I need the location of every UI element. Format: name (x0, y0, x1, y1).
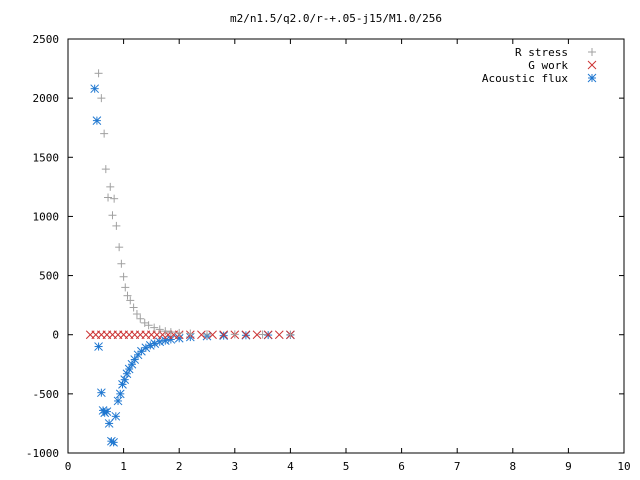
data-point (124, 364, 134, 374)
data-point (263, 330, 273, 340)
data-point (90, 84, 100, 94)
data-point (127, 359, 137, 369)
data-point (241, 330, 251, 340)
x-tick-label: 2 (176, 460, 183, 473)
chart-title: m2/n1.5/q2.0/r-+.05-j15/M1.0/256 (230, 12, 442, 25)
x-tick-label: 7 (454, 460, 461, 473)
data-point (120, 375, 130, 385)
x-tick-label: 5 (343, 460, 350, 473)
y-tick-label: 2500 (33, 33, 60, 46)
data-point (136, 314, 145, 323)
data-point (155, 337, 165, 347)
x-tick-label: 9 (565, 460, 572, 473)
data-point (94, 69, 103, 78)
data-point (274, 330, 284, 340)
data-point (145, 341, 155, 350)
data-point (258, 330, 267, 339)
data-point (230, 330, 239, 339)
data-point (102, 407, 112, 416)
legend-label: R stress (515, 46, 568, 59)
data-point (109, 438, 118, 447)
axis-ticks: 0 1 2 3 4 5 6 7 8 9 10 2500 2000 1500 1000 500 0 -500 -100… (26, 33, 631, 473)
data-point (115, 243, 124, 252)
data-point (123, 291, 132, 300)
data-point (208, 330, 217, 340)
data-point (104, 419, 114, 428)
data-point (252, 330, 262, 340)
x-tick-label: 4 (287, 460, 294, 473)
data-point (166, 335, 176, 344)
data-point (150, 323, 159, 332)
data-point (119, 272, 128, 281)
data-point (130, 355, 140, 364)
data-point (117, 259, 126, 268)
data-point (108, 211, 117, 220)
legend-marker (588, 48, 596, 56)
data-point (186, 329, 195, 338)
x-tick-label: 1 (120, 460, 127, 473)
x-tick-label: 0 (65, 460, 72, 473)
data-point (97, 388, 106, 398)
data-point (92, 116, 102, 125)
data-point (166, 328, 175, 337)
y-tick-label: 1500 (33, 151, 60, 164)
y-tick-label: 0 (52, 329, 59, 342)
data-point (112, 221, 121, 230)
data-point (115, 389, 125, 399)
series-layer (85, 69, 295, 447)
data-point (175, 328, 184, 337)
data-point (155, 325, 164, 334)
data-point (101, 165, 110, 174)
data-point (160, 336, 170, 345)
y-tick-label: -500 (33, 388, 60, 401)
x-tick-label: 8 (509, 460, 516, 473)
data-point (106, 182, 115, 191)
data-point (161, 327, 170, 336)
legend-label: G work (528, 59, 568, 72)
data-point (97, 94, 106, 103)
y-tick-label: 500 (39, 270, 59, 283)
data-point (132, 310, 141, 319)
data-point (113, 396, 123, 406)
data-point (197, 330, 206, 340)
data-point (94, 342, 103, 351)
data-point (121, 283, 130, 292)
legend-label: Acoustic flux (482, 72, 568, 85)
x-tick-label: 10 (617, 460, 630, 473)
data-point (100, 129, 109, 138)
data-point (137, 346, 146, 356)
data-point (219, 331, 229, 341)
data-point (111, 411, 121, 421)
x-tick-label: 3 (231, 460, 238, 473)
data-point (219, 330, 229, 340)
legend-marker (587, 73, 597, 83)
data-point (126, 296, 135, 305)
data-point (286, 330, 295, 339)
data-point (110, 194, 119, 203)
data-point (129, 303, 138, 312)
legend-marker (587, 60, 597, 70)
data-point (203, 330, 211, 339)
y-tick-label: 1000 (33, 210, 60, 223)
y-tick-label: -1000 (26, 447, 59, 460)
data-point (104, 193, 113, 202)
series-r-stress (94, 69, 295, 339)
x-tick-label: 6 (398, 460, 405, 473)
data-point (144, 321, 153, 330)
y-tick-label: 2000 (33, 92, 60, 105)
